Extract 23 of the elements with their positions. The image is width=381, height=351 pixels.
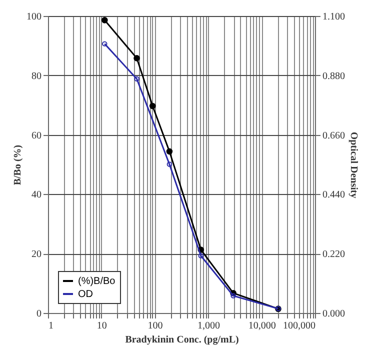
- y-tick-label: 40: [32, 190, 42, 201]
- x-tick-label: 100: [148, 320, 163, 332]
- y2-tick-label: 0.440: [322, 190, 345, 201]
- y-axis-title: B/Bo (%): [12, 144, 24, 186]
- x-axis-title: Bradykinin Conc. (pg/mL): [125, 334, 239, 346]
- x-tick-label: 10: [96, 320, 107, 332]
- y-tick-label: 100: [26, 12, 42, 22]
- y2-tick-label: 1.100: [322, 12, 345, 22]
- y-tick-label: 60: [32, 130, 42, 142]
- x-tick-label: 1: [48, 320, 54, 332]
- y-tick-label: 80: [32, 70, 42, 82]
- y2-axis-title: Optical Density: [348, 132, 359, 198]
- x-tick-label: 100,000: [283, 320, 316, 332]
- x-tick-label: 1,000: [197, 320, 220, 332]
- y-tick-label: 20: [32, 249, 42, 260]
- x-tick-label: 10,000: [248, 320, 276, 332]
- legend-label: OD: [78, 289, 93, 300]
- y2-tick-label: 0.220: [322, 249, 345, 260]
- legend-label: (%)B/Bo: [78, 276, 116, 287]
- y-tick-label: 0: [36, 308, 42, 320]
- y2-tick-label: 0.000: [322, 308, 345, 320]
- y2-tick-label: 0.660: [322, 130, 345, 142]
- y2-tick-label: 0.880: [322, 70, 345, 82]
